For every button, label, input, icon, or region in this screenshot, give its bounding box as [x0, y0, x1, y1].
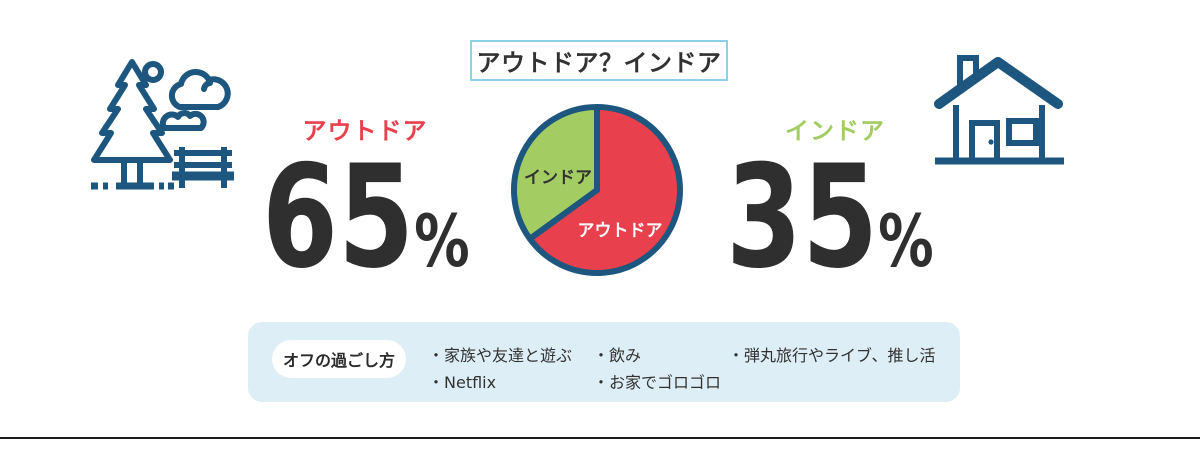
outdoor-value: 65 — [262, 135, 415, 300]
pie-slice-label-indoor: インドア — [524, 168, 592, 188]
pie-chart — [511, 104, 683, 276]
pine-tree-icon — [91, 59, 173, 163]
off-time-column-1: ・家族や友達と遊ぶ ・Netflix — [428, 342, 593, 396]
cloud-detail-icon — [201, 80, 213, 92]
off-activity: ・家族や友達と遊ぶ — [428, 346, 573, 365]
pie-slice-label-outdoor: アウトドア — [577, 221, 663, 241]
indoor-value: 35 — [726, 135, 879, 300]
off-activity: ・お家でゴロゴロ — [593, 373, 722, 392]
window-icon — [1006, 118, 1039, 146]
outdoor-percentage: 65 % — [262, 143, 470, 292]
roof-icon — [934, 57, 1063, 109]
outdoor-unit: % — [414, 199, 470, 283]
sun-icon — [142, 61, 164, 83]
off-activity: ・Netflix — [428, 373, 497, 392]
indoor-percentage: 35 % — [726, 143, 934, 292]
door-icon — [969, 120, 1000, 161]
bench-icon — [174, 147, 232, 188]
bush-icon — [159, 110, 207, 131]
doorknob-icon — [988, 139, 994, 145]
bottom-divider — [0, 437, 1200, 439]
chimney-icon — [957, 55, 979, 91]
off-time-panel: オフの過ごし方 ・家族や友達と遊ぶ ・Netflix ・飲み ・お家でゴロゴロ … — [248, 322, 960, 402]
park-icon — [91, 59, 234, 190]
off-time-heading-pill: オフの過ごし方 — [272, 340, 406, 378]
off-time-column-2: ・飲み ・お家でゴロゴロ — [593, 342, 728, 396]
off-activity: ・弾丸旅行やライブ、推し活 — [728, 346, 936, 365]
off-activity: ・飲み — [593, 346, 642, 365]
off-time-column-3: ・弾丸旅行やライブ、推し活 — [728, 342, 936, 396]
pie-slice-0 — [526, 104, 683, 276]
off-time-columns: ・家族や友達と遊ぶ ・Netflix ・飲み ・お家でゴロゴロ ・弾丸旅行やライ… — [428, 342, 936, 396]
indoor-label: インドア — [785, 117, 885, 145]
walls-icon — [953, 105, 1045, 160]
cloud-icon — [168, 68, 231, 110]
page-title: アウトドア？インドア — [470, 40, 728, 81]
indoor-unit: % — [878, 199, 934, 283]
house-icon — [934, 55, 1064, 165]
outdoor-label: アウトドア — [302, 117, 428, 145]
pie-slice-1 — [511, 104, 600, 242]
tree-trunk-icon — [121, 160, 143, 185]
